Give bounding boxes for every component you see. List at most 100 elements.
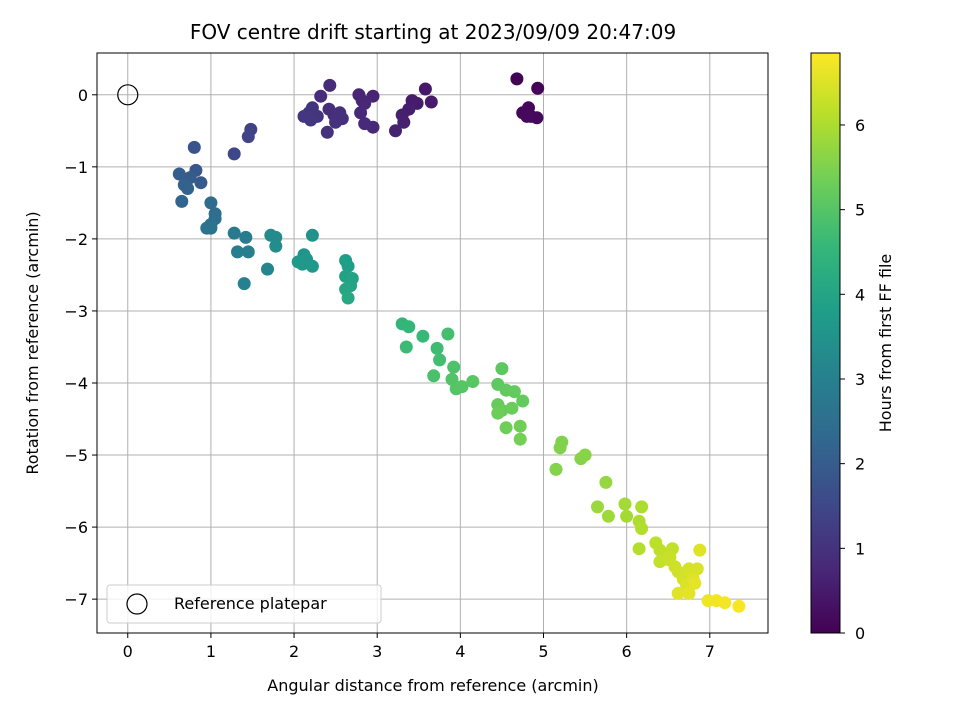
data-point bbox=[495, 362, 509, 376]
data-point bbox=[194, 176, 208, 190]
data-point bbox=[632, 542, 646, 556]
colorbar-ticks: 0 1 2 3 4 5 6 bbox=[840, 116, 865, 643]
data-point bbox=[455, 380, 469, 394]
data-point bbox=[227, 226, 241, 240]
data-point bbox=[418, 82, 432, 96]
data-point bbox=[291, 255, 305, 269]
colorbar-gradient bbox=[811, 53, 840, 633]
data-point bbox=[491, 406, 505, 420]
data-point bbox=[323, 78, 337, 92]
data-point bbox=[516, 394, 530, 408]
plot-frame bbox=[96, 52, 769, 634]
data-point bbox=[416, 329, 430, 343]
x-tick-label: 6 bbox=[622, 642, 632, 661]
data-point bbox=[507, 385, 521, 399]
data-point bbox=[227, 147, 241, 161]
data-point bbox=[513, 432, 527, 446]
data-point bbox=[433, 353, 447, 367]
data-point bbox=[505, 401, 519, 415]
data-point bbox=[620, 509, 634, 523]
colorbar-tick-label: 3 bbox=[855, 370, 865, 389]
y-tick-label: 0 bbox=[78, 86, 88, 105]
x-tick-label: 1 bbox=[206, 642, 216, 661]
data-point bbox=[732, 599, 746, 613]
data-point bbox=[635, 500, 649, 514]
data-point bbox=[682, 586, 696, 600]
data-point bbox=[466, 375, 480, 388]
data-point bbox=[599, 475, 613, 489]
chart-title: FOV centre drift starting at 2023/09/09 … bbox=[190, 20, 676, 44]
data-point bbox=[204, 221, 218, 235]
data-point bbox=[513, 419, 527, 433]
x-tick-label: 5 bbox=[538, 642, 548, 661]
data-point bbox=[499, 421, 513, 435]
data-point bbox=[231, 245, 244, 259]
colorbar-tick-label: 4 bbox=[855, 285, 865, 304]
data-point bbox=[510, 72, 524, 86]
data-point bbox=[241, 130, 255, 144]
data-point bbox=[399, 340, 413, 354]
y-tick-label: −5 bbox=[64, 446, 88, 465]
y-tick-label: −4 bbox=[64, 374, 88, 393]
data-point bbox=[578, 448, 592, 462]
grid-layer bbox=[97, 53, 768, 633]
x-tick-label: 0 bbox=[123, 642, 133, 661]
data-point bbox=[430, 341, 444, 355]
data-point bbox=[354, 106, 368, 120]
data-point bbox=[718, 596, 732, 610]
data-point bbox=[237, 277, 251, 291]
data-point bbox=[204, 196, 218, 210]
data-point bbox=[441, 327, 455, 341]
legend-box bbox=[106, 584, 382, 624]
y-axis-label: Rotation from reference (arcmin) bbox=[23, 211, 42, 474]
colorbar-frame bbox=[810, 52, 841, 634]
data-point bbox=[424, 95, 438, 109]
data-point bbox=[175, 194, 189, 208]
data-point bbox=[341, 259, 355, 273]
x-tick-label: 3 bbox=[372, 642, 382, 661]
colorbar-label: Hours from first FF file bbox=[876, 254, 895, 433]
data-point bbox=[320, 125, 334, 139]
data-point bbox=[172, 167, 186, 181]
legend: Reference platepar bbox=[106, 584, 382, 624]
data-point bbox=[690, 562, 704, 576]
data-point bbox=[688, 576, 702, 590]
data-point bbox=[269, 239, 283, 253]
data-point bbox=[531, 81, 545, 95]
reference-marker bbox=[117, 84, 139, 106]
x-tick-label: 7 bbox=[705, 642, 715, 661]
data-point bbox=[520, 109, 534, 123]
data-point bbox=[601, 509, 615, 523]
x-tick-label: 4 bbox=[455, 642, 465, 661]
data-point bbox=[329, 115, 343, 129]
colorbar-tick-label: 0 bbox=[855, 624, 865, 643]
colorbar-tick-label: 6 bbox=[855, 116, 865, 135]
colorbar-tick-label: 1 bbox=[855, 539, 865, 558]
data-point bbox=[187, 140, 201, 154]
points-layer bbox=[117, 72, 746, 613]
y-tick-label: −2 bbox=[64, 230, 88, 249]
ticks-layer: 0 1 2 3 4 5 6 7 0 −1 −2 −3 −4 −5 −6 −7 bbox=[64, 86, 714, 661]
data-point bbox=[314, 89, 328, 103]
data-point bbox=[447, 360, 461, 374]
y-tick-label: −7 bbox=[64, 590, 88, 609]
data-point bbox=[553, 441, 567, 455]
legend-marker-reference bbox=[126, 593, 148, 615]
data-point bbox=[693, 543, 707, 557]
data-point bbox=[389, 124, 402, 138]
data-point bbox=[304, 113, 318, 127]
data-point bbox=[305, 259, 319, 273]
y-tick-label: −6 bbox=[64, 518, 88, 537]
data-point bbox=[530, 111, 544, 125]
colorbar: 0 1 2 3 4 5 6 Hours from first FF file bbox=[810, 52, 895, 643]
x-axis-label: Angular distance from reference (arcmin) bbox=[267, 676, 598, 695]
y-tick-label: −1 bbox=[64, 158, 88, 177]
data-point bbox=[635, 522, 649, 535]
data-point bbox=[591, 500, 604, 514]
data-point bbox=[239, 230, 253, 244]
x-tick-label: 2 bbox=[289, 642, 299, 661]
data-point bbox=[181, 182, 195, 195]
data-point bbox=[261, 262, 274, 276]
